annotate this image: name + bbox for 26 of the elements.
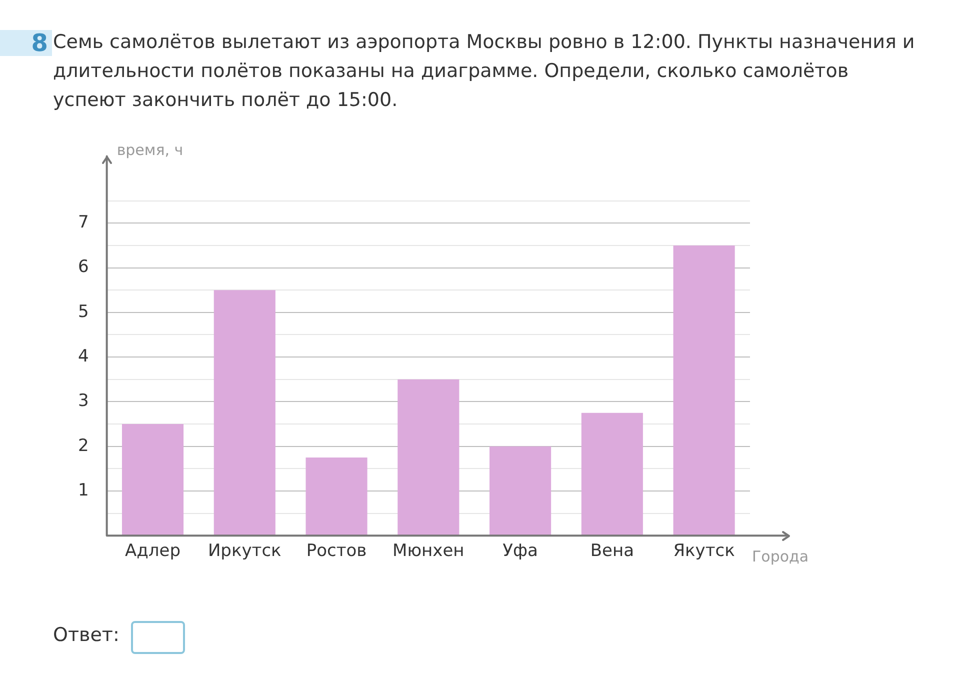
text: Ответ: [53,624,120,646]
bar [306,457,368,536]
x-tick-label: Адлер [125,541,181,562]
y-tick-label: 6 [78,257,89,278]
y-tick-label: 1 [78,480,89,500]
bar [398,379,460,536]
x-tick-label: Иркутск [208,541,282,562]
x-tick-label: Уфа [502,541,538,562]
bar [581,412,643,536]
y-tick-label: 3 [78,391,89,412]
x-tick-label: Якутск [673,541,735,562]
bar [122,424,184,536]
x-axis-title: Города [752,547,809,566]
x-tick-label: Мюнхен [392,541,464,562]
x-tick-label: Вена [590,541,634,562]
y-tick-label: 7 [78,212,89,233]
bar [673,245,735,536]
chart-title: Семь самолётов вылетают из аэропорта Москвы ровно в 12:00. Пункты назначения и длительности полётов показаны на диаграмме. Определи, сколько самолётов успеют закончить полёт до 15:00. [53,30,916,113]
y-tick-label: 5 [78,302,89,322]
bar [490,446,552,536]
bar [214,290,276,536]
y-axis-title: время, ч [116,141,184,160]
y-tick-label: 2 [78,436,89,456]
text: 8 [0,29,52,57]
y-tick-label: 4 [78,346,89,366]
x-tick-label: Ростов [306,541,367,562]
